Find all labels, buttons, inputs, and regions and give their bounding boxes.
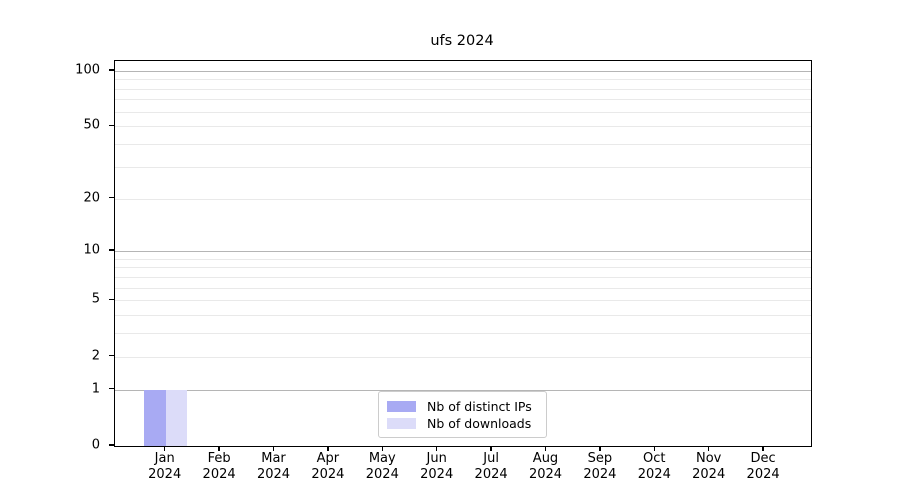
x-tick-mark xyxy=(544,446,547,452)
x-tick-label: Jun 2024 xyxy=(407,451,467,482)
legend-entry: Nb of downloads xyxy=(379,415,546,432)
plot-area xyxy=(114,60,812,447)
y-tick-label: 10 xyxy=(83,242,100,258)
minor-gridline xyxy=(115,356,811,358)
chart-title: ufs 2024 xyxy=(430,33,494,49)
minor-gridline xyxy=(115,287,811,289)
x-tick-label: Nov 2024 xyxy=(679,451,739,482)
y-tick-label: 50 xyxy=(83,117,100,133)
x-tick-mark xyxy=(490,446,492,452)
minor-gridline xyxy=(115,79,811,81)
minor-gridline xyxy=(115,276,811,278)
major-gridline xyxy=(115,70,811,72)
legend-swatch xyxy=(387,401,416,412)
x-tick-label: Mar 2024 xyxy=(244,451,304,482)
x-tick-year: 2024 xyxy=(692,466,726,482)
minor-gridline xyxy=(115,126,811,128)
minor-gridline xyxy=(115,333,811,335)
minor-gridline xyxy=(115,198,811,200)
x-tick-mark xyxy=(164,446,166,452)
x-tick-year: 2024 xyxy=(256,466,291,482)
major-gridline xyxy=(115,389,811,391)
legend: Nb of distinct IPs Nb of downloads xyxy=(378,391,547,438)
y-tick-mark xyxy=(109,354,114,357)
legend-swatch xyxy=(387,418,416,429)
major-gridline xyxy=(115,251,811,253)
x-tick-year: 2024 xyxy=(583,466,617,482)
x-tick-mark xyxy=(599,446,601,452)
x-tick-mark xyxy=(218,446,220,452)
y-tick-label: 5 xyxy=(91,291,100,307)
x-tick-mark xyxy=(272,446,275,452)
minor-gridline xyxy=(115,99,811,101)
x-tick-mark xyxy=(327,446,329,452)
minor-gridline xyxy=(115,166,811,168)
y-tick-label: 1 xyxy=(91,381,100,397)
x-tick-year: 2024 xyxy=(202,466,236,482)
x-tick-year: 2024 xyxy=(637,466,671,482)
x-tick-mark xyxy=(436,446,438,452)
x-tick-year: 2024 xyxy=(746,466,780,482)
minor-gridline xyxy=(115,267,811,269)
minor-gridline xyxy=(115,258,811,260)
minor-gridline xyxy=(115,315,811,317)
y-tick-mark xyxy=(109,444,114,446)
x-tick-label: Dec 2024 xyxy=(733,451,793,482)
x-tick-month: Apr xyxy=(316,451,340,466)
y-tick-label: 0 xyxy=(91,437,100,453)
minor-gridline xyxy=(115,300,811,302)
x-tick-year: 2024 xyxy=(420,466,454,482)
x-tick-month: Dec xyxy=(750,451,776,466)
y-tick-mark xyxy=(109,249,114,251)
y-tick-label: 2 xyxy=(91,348,100,364)
y-tick-label: 20 xyxy=(83,190,100,205)
y-tick-label: 100 xyxy=(75,62,100,78)
x-tick-label: Sep 2024 xyxy=(570,451,630,482)
x-tick-year: 2024 xyxy=(311,466,345,482)
x-tick-month: Jul xyxy=(483,451,499,466)
x-tick-month: Oct xyxy=(643,451,666,466)
x-tick-mark xyxy=(653,446,655,452)
legend-entry: Nb of distinct IPs xyxy=(379,398,546,415)
x-tick-mark xyxy=(762,446,764,452)
x-tick-label: Apr 2024 xyxy=(298,451,358,482)
x-tick-mark xyxy=(381,446,383,452)
x-tick-label: Jan 2024 xyxy=(135,451,195,482)
y-tick-mark xyxy=(109,387,114,390)
x-tick-month: Sep xyxy=(587,451,613,466)
x-tick-month: Mar xyxy=(261,451,286,466)
legend-label: Nb of distinct IPs xyxy=(427,399,532,414)
x-tick-year: 2024 xyxy=(528,466,563,482)
x-tick-label: Feb 2024 xyxy=(189,451,249,482)
x-tick-label: Oct 2024 xyxy=(624,451,684,482)
x-tick-month: Aug xyxy=(532,451,559,466)
x-tick-mark xyxy=(708,446,710,452)
x-tick-label: May 2024 xyxy=(352,451,412,482)
minor-gridline xyxy=(115,88,811,90)
minor-gridline xyxy=(115,144,811,146)
x-tick-month: Jun xyxy=(426,451,447,466)
x-tick-label: Jul 2024 xyxy=(461,451,521,482)
x-tick-label: Aug 2024 xyxy=(516,451,576,482)
x-tick-year: 2024 xyxy=(365,466,399,482)
x-tick-year: 2024 xyxy=(148,466,182,482)
y-tick-mark xyxy=(109,124,114,127)
legend-label: Nb of downloads xyxy=(427,416,532,431)
x-tick-year: 2024 xyxy=(474,466,508,482)
x-tick-month: May xyxy=(368,451,396,466)
x-tick-month: Jan xyxy=(154,451,175,466)
x-tick-month: Nov xyxy=(696,451,722,466)
y-tick-mark xyxy=(109,298,114,301)
bar-nb-of-distinct-ips xyxy=(143,389,166,446)
y-tick-mark xyxy=(109,196,114,199)
bar-nb-of-downloads xyxy=(165,389,188,446)
x-tick-month: Feb xyxy=(207,451,231,466)
minor-gridline xyxy=(115,111,811,113)
y-tick-mark xyxy=(109,69,114,71)
